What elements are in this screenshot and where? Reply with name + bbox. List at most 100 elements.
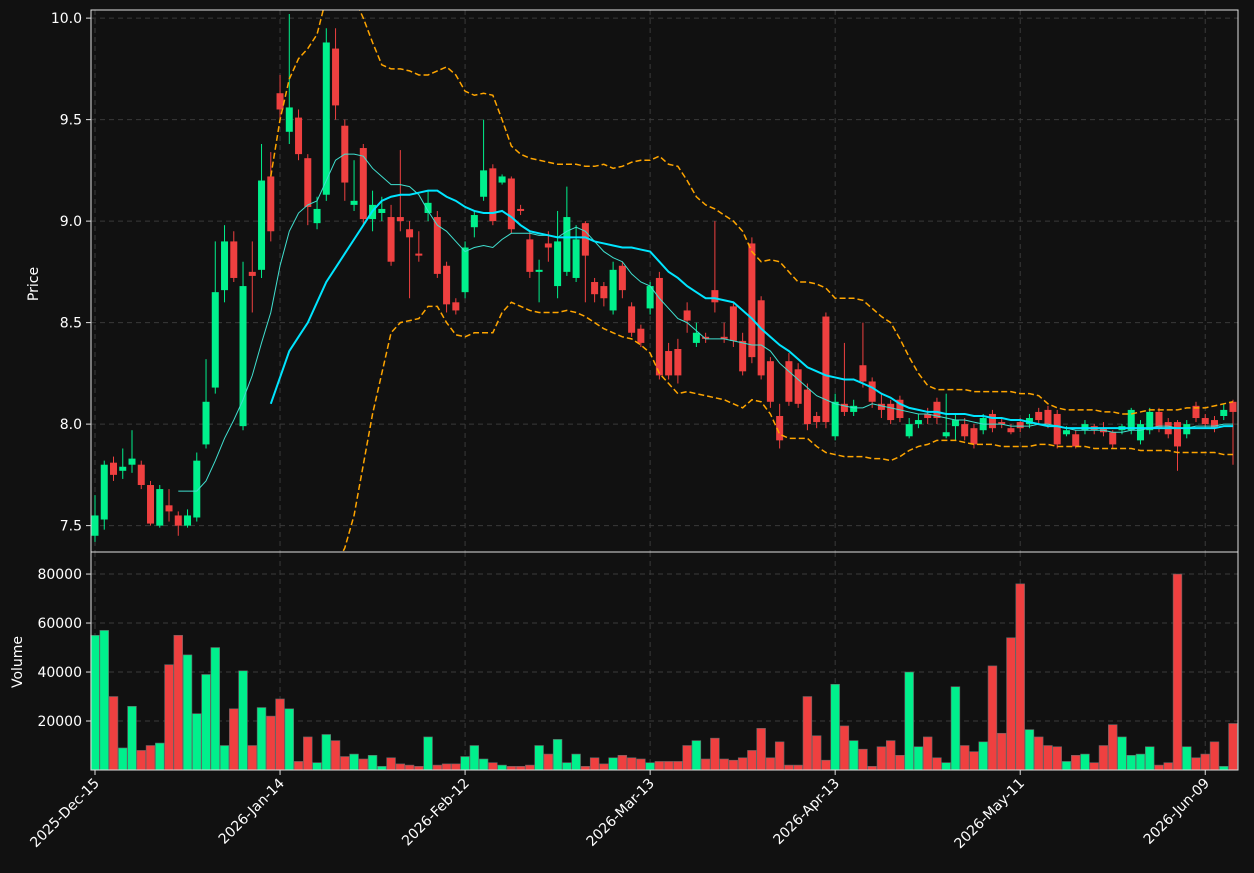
volume-bar (90, 634, 100, 771)
volume-bar (839, 725, 850, 771)
x-tick-label: 2026-Jun-09 (1141, 776, 1213, 848)
candle-body (1173, 422, 1181, 447)
volume-bar (1034, 736, 1044, 771)
candle-body (785, 361, 793, 402)
candle-body (248, 271, 256, 276)
volume-bar (922, 736, 933, 771)
candle-body (581, 223, 589, 256)
volume-bar (663, 761, 674, 771)
y-tick-label: 20000 (37, 714, 82, 730)
candle-body (711, 290, 719, 303)
candle-body (443, 265, 451, 305)
volume-bar (182, 654, 193, 771)
candle-body (887, 403, 895, 421)
volume-bar (155, 742, 165, 771)
candle-body (276, 93, 284, 110)
volume-bar (1061, 761, 1072, 771)
candle-body (526, 239, 534, 272)
volume-bar (404, 764, 415, 771)
volume-bar (654, 761, 665, 771)
volume-bar (99, 630, 109, 771)
volume-bar (645, 762, 655, 771)
candle-body (221, 241, 229, 291)
candle-body (535, 269, 543, 272)
volume-bar (969, 751, 979, 771)
candle-body (1016, 422, 1024, 429)
volume-bar (525, 764, 535, 771)
candle-body (424, 202, 432, 213)
volume-bar (1200, 753, 1210, 771)
volume-bar (589, 757, 600, 771)
candle-body (110, 462, 118, 475)
volume-bar (1015, 583, 1025, 771)
candle-body (378, 208, 386, 213)
candle-body (174, 515, 182, 526)
price-frame (90, 9, 1239, 553)
candle-body (1220, 409, 1228, 416)
candle-body (988, 413, 996, 429)
volume-bar (229, 708, 239, 771)
volume-bar (192, 713, 202, 771)
candle-body (831, 401, 839, 437)
candle-body (674, 349, 682, 376)
candle-body (184, 515, 192, 526)
volume-bar (987, 665, 998, 771)
candle-body (1210, 420, 1218, 429)
y-tick-label: 40000 (37, 665, 82, 681)
candle-body (91, 515, 99, 536)
overlay-line (270, 10, 1234, 415)
candle-body (637, 328, 645, 343)
candle-body (1183, 424, 1191, 435)
candle-body (1035, 411, 1043, 421)
candle-body (470, 215, 478, 228)
volume-bar (978, 741, 988, 771)
candle-body (285, 107, 293, 132)
candle-body (720, 336, 728, 339)
volume-bar (210, 647, 220, 771)
volume-bar (414, 766, 424, 771)
volume-bar (1163, 762, 1173, 771)
candle-body (498, 176, 506, 183)
candle-body (489, 168, 497, 222)
candle-body (850, 405, 858, 412)
volume-bar (312, 762, 322, 771)
volume-bar (1006, 637, 1016, 771)
volume-bar (830, 683, 840, 771)
y-tick-label: 10.0 (51, 11, 82, 27)
volume-bar (497, 764, 507, 771)
volume-bar (793, 764, 803, 771)
volume-bar (145, 745, 156, 771)
volume-bar (876, 746, 887, 771)
volume-bar (1024, 729, 1035, 771)
candle-body (452, 302, 460, 311)
candle-body (840, 403, 848, 412)
candle-body (1081, 424, 1089, 431)
volume-bar (1172, 573, 1183, 771)
volume-bar (913, 746, 924, 771)
candle-body (655, 277, 663, 376)
candle-body (924, 413, 932, 419)
y-tick-label: 8.5 (60, 316, 82, 332)
candle-body (794, 369, 802, 404)
x-tick-label: 2026-Apr-13 (770, 776, 843, 849)
volume-bar (1219, 766, 1229, 771)
candle-body (1146, 411, 1154, 431)
volume-bar (719, 758, 729, 771)
x-tick-label: 2026-Mar-13 (584, 776, 658, 850)
candle-body (517, 208, 525, 211)
candle-body (313, 208, 321, 224)
y-tick-label: 9.5 (60, 113, 82, 129)
candle-body (100, 464, 108, 520)
candle-body (665, 351, 673, 376)
volume-bar (1052, 746, 1062, 771)
candle-body (1136, 424, 1144, 441)
volume-bar (1080, 753, 1090, 771)
volume-bar (617, 755, 628, 771)
candle-body (813, 415, 821, 423)
y-tick-label: 80000 (37, 567, 82, 583)
volume-bar (349, 753, 359, 771)
candle-body (295, 117, 303, 155)
candle-body (415, 253, 423, 256)
grid (91, 10, 1238, 770)
candle-body (230, 241, 238, 278)
